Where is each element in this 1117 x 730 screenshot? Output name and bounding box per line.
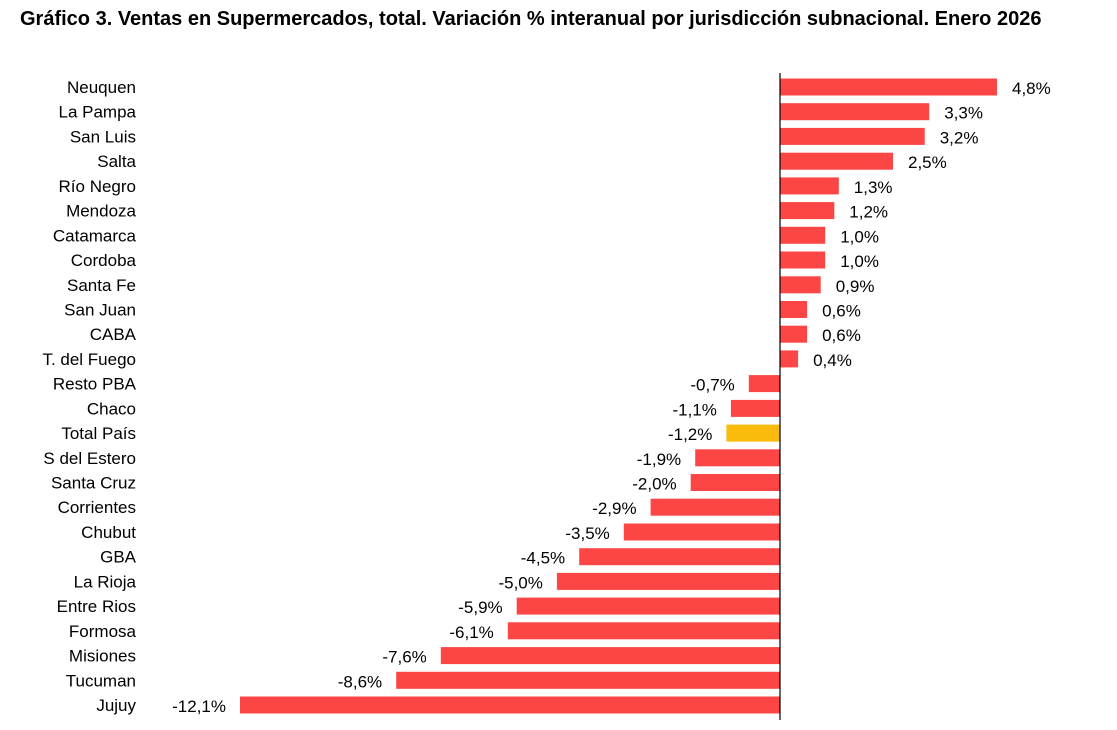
bar-chaco xyxy=(730,399,780,417)
bar-la-rioja xyxy=(556,572,780,590)
category-label-tucuman: Tucuman xyxy=(66,671,136,690)
bars-group xyxy=(240,78,997,714)
value-label-chaco: -1,1% xyxy=(672,400,716,419)
category-label-la-pampa: La Pampa xyxy=(59,103,137,122)
bar-s-del-estero xyxy=(695,449,780,467)
value-label-jujuy: -12,1% xyxy=(172,697,226,716)
value-label-misiones: -7,6% xyxy=(382,648,426,667)
bar-santa-fe xyxy=(780,276,821,294)
value-label-caba: 0,6% xyxy=(822,326,861,345)
category-label-misiones: Misiones xyxy=(69,647,136,666)
value-label-santa-cruz: -2,0% xyxy=(632,475,676,494)
category-label-cordoba: Cordoba xyxy=(71,251,137,270)
value-label-rio-negro: 1,3% xyxy=(854,178,893,197)
value-label-mendoza: 1,2% xyxy=(849,203,888,222)
value-labels: 4,8% 3,3% 3,2% 2,5% 1,3% 1,2% 1,0% 1,0% 0,9% 0,6%… xyxy=(172,79,1051,716)
bar-corrientes xyxy=(650,498,780,516)
value-label-chubut: -3,5% xyxy=(565,524,609,543)
value-label-formosa: -6,1% xyxy=(449,623,493,642)
bar-tucuman xyxy=(396,671,780,689)
value-label-neuquen: 4,8% xyxy=(1012,79,1051,98)
bar-misiones xyxy=(440,647,780,665)
category-label-santa-cruz: Santa Cruz xyxy=(51,474,136,493)
bar-caba xyxy=(780,325,808,343)
category-label-san-luis: San Luis xyxy=(70,127,136,146)
bar-mendoza xyxy=(780,202,835,220)
value-label-tucuman: -8,6% xyxy=(338,672,382,691)
value-label-resto-pba: -0,7% xyxy=(690,376,734,395)
chart-title: Gráfico 3. Ventas en Supermercados, tota… xyxy=(20,8,1042,30)
category-label-jujuy: Jujuy xyxy=(96,696,136,715)
category-label-t-del-fuego: T. del Fuego xyxy=(42,350,136,369)
category-label-caba: CABA xyxy=(90,325,137,344)
category-label-catamarca: Catamarca xyxy=(53,226,137,245)
category-label-resto-pba: Resto PBA xyxy=(53,375,137,394)
value-label-s-del-estero: -1,9% xyxy=(637,450,681,469)
category-label-san-juan: San Juan xyxy=(64,301,136,320)
category-label-mendoza: Mendoza xyxy=(66,202,136,221)
bar-resto-pba xyxy=(748,375,780,393)
value-label-san-juan: 0,6% xyxy=(822,302,861,321)
category-label-salta: Salta xyxy=(97,152,136,171)
value-label-salta: 2,5% xyxy=(908,153,947,172)
value-label-catamarca: 1,0% xyxy=(840,227,879,246)
category-label-formosa: Formosa xyxy=(69,622,137,641)
bar-catamarca xyxy=(780,226,826,244)
bar-gba xyxy=(579,548,780,566)
bar-formosa xyxy=(507,622,780,640)
bar-chubut xyxy=(623,523,780,541)
bar-entre-rios xyxy=(516,597,780,615)
category-label-neuquen: Neuquen xyxy=(67,78,136,97)
category-label-chaco: Chaco xyxy=(87,399,136,418)
value-label-total-pais: -1,2% xyxy=(668,425,712,444)
bar-jujuy xyxy=(240,696,780,714)
category-label-rio-negro: Río Negro xyxy=(59,177,136,196)
bar-neuquen xyxy=(780,78,997,96)
category-label-santa-fe: Santa Fe xyxy=(67,276,136,295)
value-label-san-luis: 3,2% xyxy=(940,128,979,147)
value-label-cordoba: 1,0% xyxy=(840,252,879,271)
bar-san-luis xyxy=(780,127,925,145)
value-label-la-pampa: 3,3% xyxy=(944,104,983,123)
value-label-la-rioja: -5,0% xyxy=(498,573,542,592)
category-label-corrientes: Corrientes xyxy=(58,498,136,517)
bar-rio-negro xyxy=(780,177,839,195)
value-label-entre-rios: -5,9% xyxy=(458,598,502,617)
value-label-corrientes: -2,9% xyxy=(592,499,636,518)
bar-santa-cruz xyxy=(690,474,780,491)
category-labels: Neuquen La Pampa San Luis Salta Río Negro Men… xyxy=(42,78,136,715)
bar-la-pampa xyxy=(780,103,930,121)
category-label-total-pais: Total País xyxy=(61,424,136,443)
category-label-la-rioja: La Rioja xyxy=(74,572,137,591)
category-label-chubut: Chubut xyxy=(81,523,136,542)
value-label-santa-fe: 0,9% xyxy=(836,277,875,296)
bar-total-pais xyxy=(726,424,780,442)
bar-t-del-fuego xyxy=(780,350,799,368)
category-label-gba: GBA xyxy=(100,548,137,567)
category-label-s-del-estero: S del Estero xyxy=(43,449,136,468)
bar-cordoba xyxy=(780,251,826,269)
bar-salta xyxy=(780,152,893,170)
value-label-gba: -4,5% xyxy=(521,549,565,568)
bar-san-juan xyxy=(780,301,808,318)
value-label-t-del-fuego: 0,4% xyxy=(813,351,852,370)
category-label-entre-rios: Entre Rios xyxy=(57,597,136,616)
